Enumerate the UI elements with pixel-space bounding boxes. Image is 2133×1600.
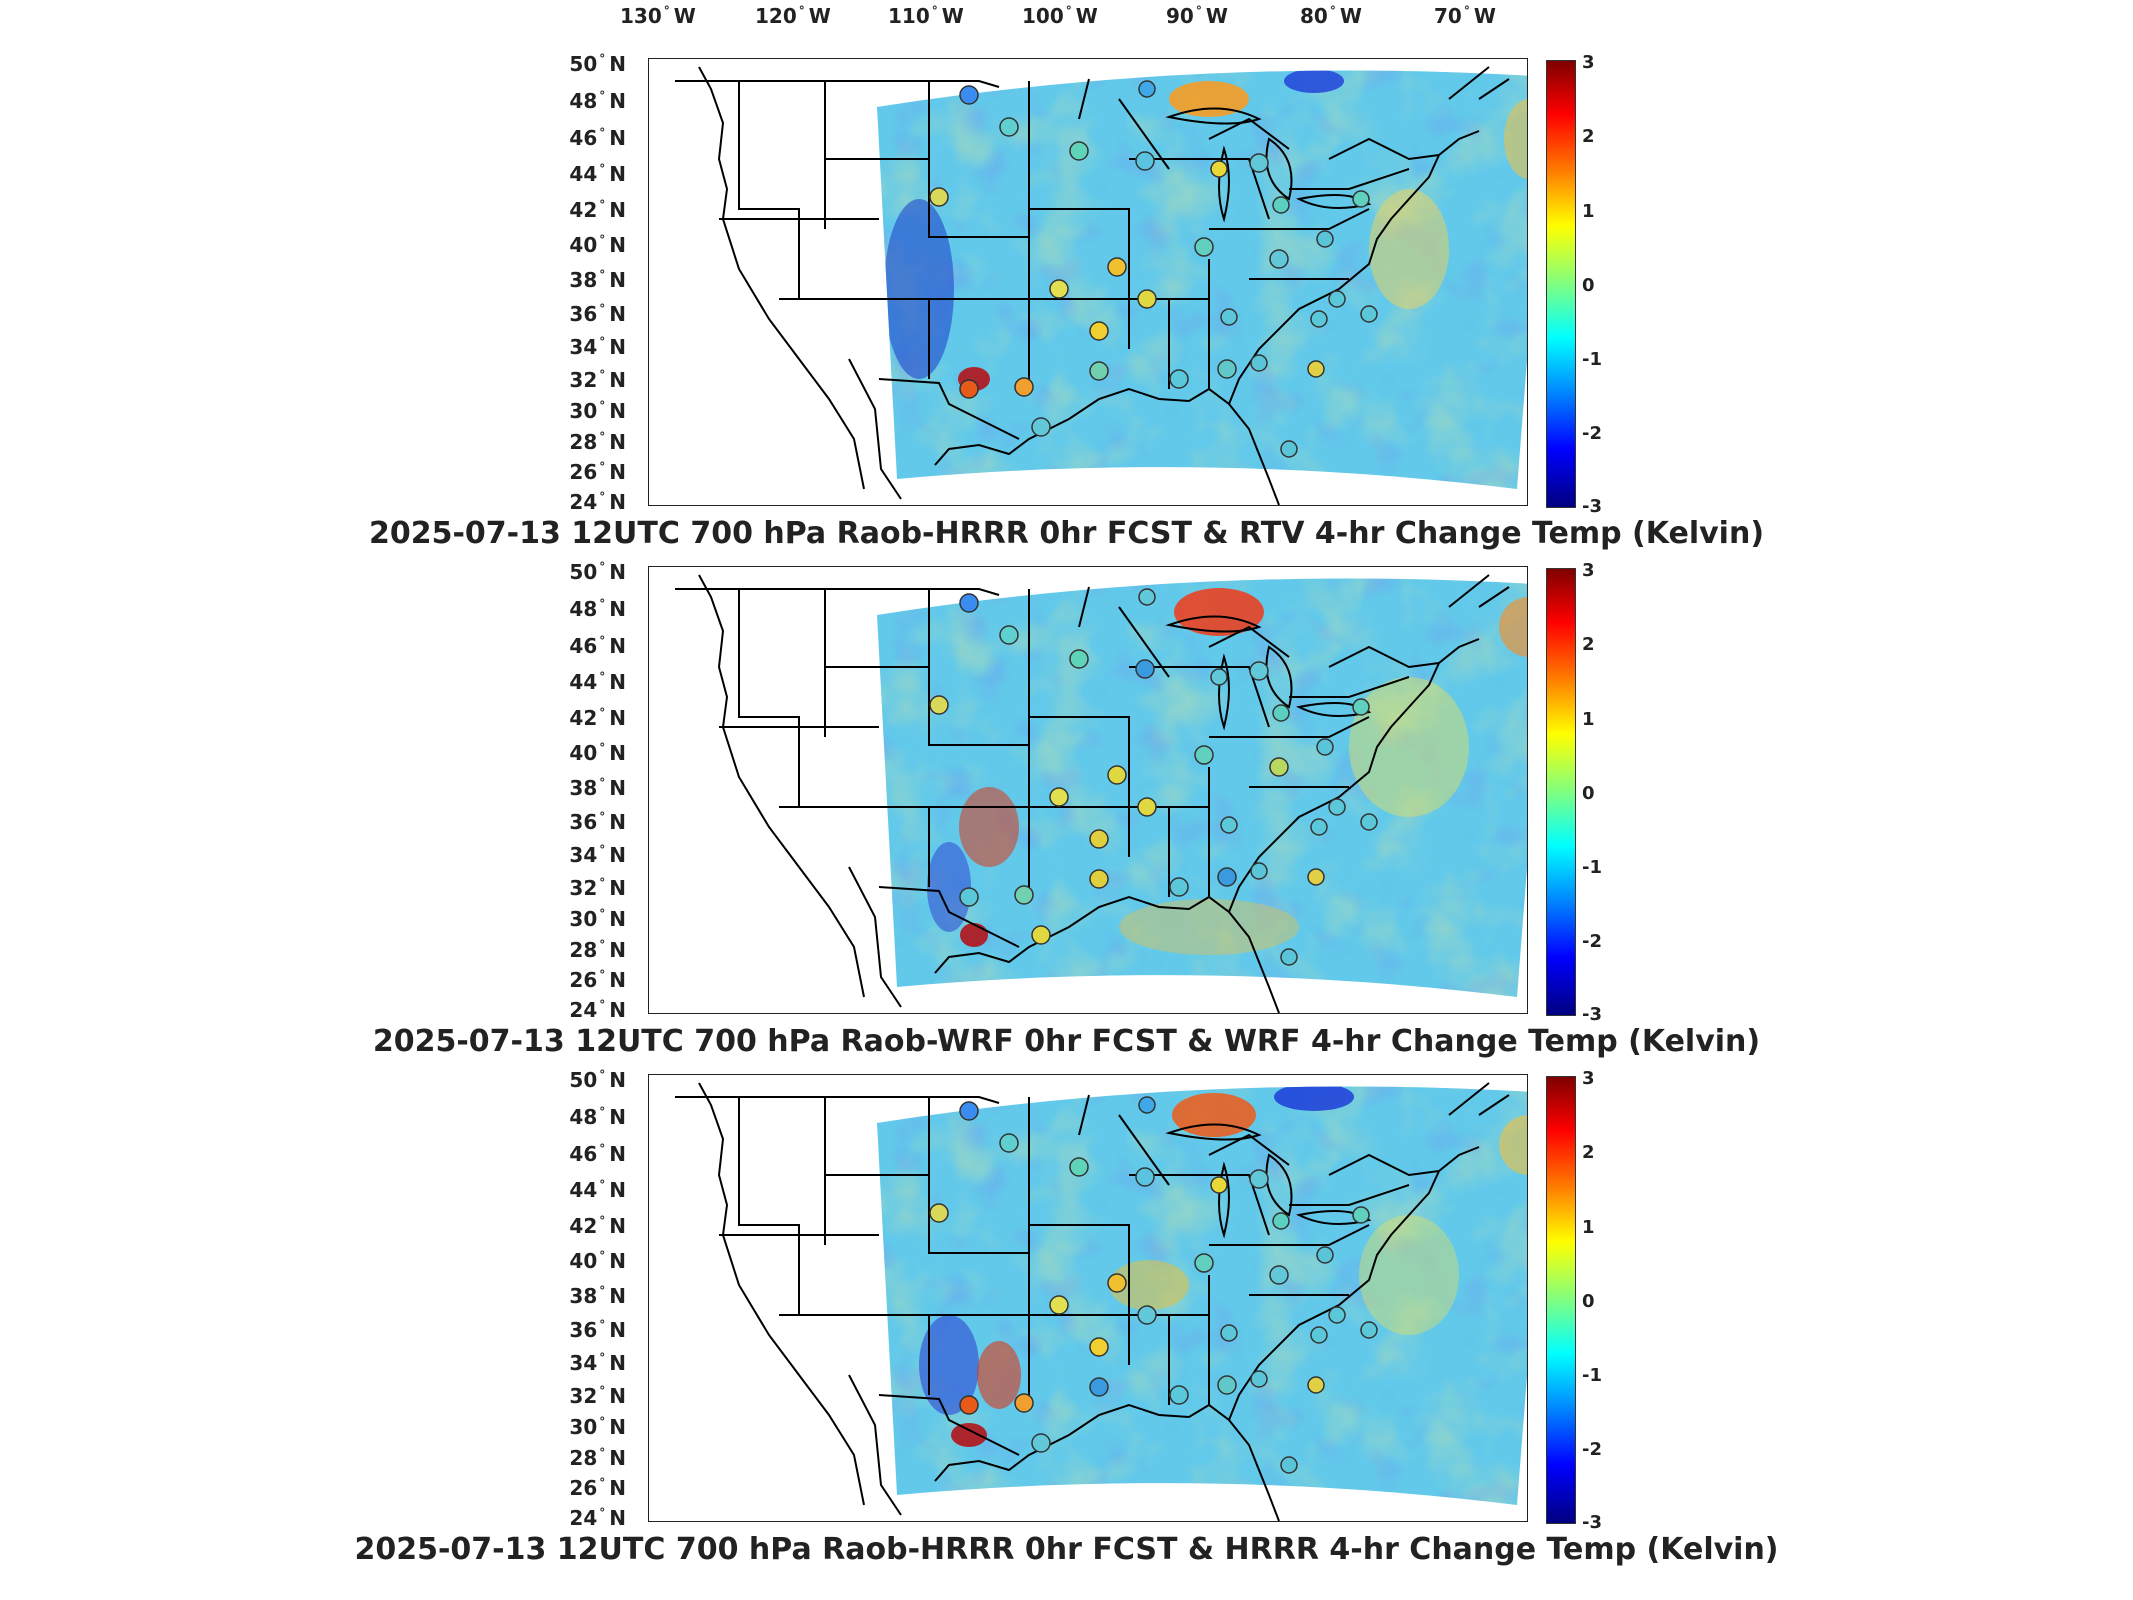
- lon-label: 130 ° W: [620, 4, 696, 28]
- map-panel-3: 50 ° N 48 ° N 46 ° N 44 ° N 42 ° N 40 ° N 38 ° N 36 ° N …: [0, 1068, 2133, 1574]
- lat-label: 38 ° N: [569, 1284, 626, 1308]
- lat-label: 34 ° N: [569, 1351, 626, 1375]
- lat-label: 50 ° N: [569, 52, 626, 76]
- colorbar-tick: -3: [1582, 1004, 1602, 1025]
- colorbar-tick: 1: [1582, 709, 1595, 730]
- lon-label: 110 ° W: [888, 4, 964, 28]
- colorbar-tick: 0: [1582, 783, 1595, 804]
- colorbar: [1546, 60, 1576, 508]
- colorbar: [1546, 568, 1576, 1016]
- colorbar-tick: 3: [1582, 52, 1595, 73]
- lon-label: 120 ° W: [755, 4, 831, 28]
- lat-label: 42 ° N: [569, 1214, 626, 1238]
- colorbar-tick: -2: [1582, 1439, 1602, 1460]
- colorbar-tick: 2: [1582, 126, 1595, 147]
- colorbar-tick: 1: [1582, 201, 1595, 222]
- colorbar-tick: 0: [1582, 275, 1595, 296]
- lat-label: 28 ° N: [569, 430, 626, 454]
- lat-label: 38 ° N: [569, 776, 626, 800]
- lat-label: 32 ° N: [569, 368, 626, 392]
- lat-label: 50 ° N: [569, 560, 626, 584]
- lat-label: 28 ° N: [569, 1446, 626, 1470]
- colorbar-tick: -1: [1582, 1365, 1602, 1386]
- lat-label: 24 ° N: [569, 490, 626, 514]
- panel-caption: 2025-07-13 12UTC 700 hPa Raob-HRRR 0hr F…: [368, 516, 1765, 551]
- colorbar-tick: -2: [1582, 931, 1602, 952]
- lat-label: 26 ° N: [569, 968, 626, 992]
- colorbar-tick: 1: [1582, 1217, 1595, 1238]
- lat-label: 44 ° N: [569, 670, 626, 694]
- lat-label: 26 ° N: [569, 1476, 626, 1500]
- colorbar-tick: 3: [1582, 560, 1595, 581]
- lat-label: 30 ° N: [569, 1415, 626, 1439]
- map-panel-1: 50 ° N 48 ° N 46 ° N 44 ° N 42 ° N 40 ° N 38 ° N 36 ° N …: [0, 52, 2133, 558]
- colorbar-tick: 2: [1582, 1142, 1595, 1163]
- lat-label: 42 ° N: [569, 198, 626, 222]
- lat-label: 28 ° N: [569, 938, 626, 962]
- lat-label: 48 ° N: [569, 597, 626, 621]
- colorbar: [1546, 1076, 1576, 1524]
- lat-label: 50 ° N: [569, 1068, 626, 1092]
- colorbar-tick: -3: [1582, 1512, 1602, 1533]
- panel-caption: 2025-07-13 12UTC 700 hPa Raob-WRF 0hr FC…: [372, 1024, 1761, 1059]
- lat-label: 42 ° N: [569, 706, 626, 730]
- lat-label: 32 ° N: [569, 1384, 626, 1408]
- lat-label: 46 ° N: [569, 634, 626, 658]
- lat-label: 46 ° N: [569, 126, 626, 150]
- colorbar-tick: -3: [1582, 496, 1602, 517]
- lat-label: 38 ° N: [569, 268, 626, 292]
- colorbar-tick: 2: [1582, 634, 1595, 655]
- lat-label: 30 ° N: [569, 399, 626, 423]
- lat-label: 46 ° N: [569, 1142, 626, 1166]
- lon-label: 90 ° W: [1166, 4, 1228, 28]
- colorbar-tick: 3: [1582, 1068, 1595, 1089]
- colorbar-tick: -1: [1582, 349, 1602, 370]
- lon-label: 80 ° W: [1300, 4, 1362, 28]
- lat-label: 48 ° N: [569, 1105, 626, 1129]
- lon-label: 70 ° W: [1434, 4, 1496, 28]
- lat-label: 24 ° N: [569, 998, 626, 1022]
- lon-label: 100 ° W: [1022, 4, 1098, 28]
- lat-label: 40 ° N: [569, 741, 626, 765]
- lat-label: 40 ° N: [569, 1249, 626, 1273]
- lat-label: 34 ° N: [569, 335, 626, 359]
- map-frame: [648, 1074, 1528, 1522]
- map-frame: [648, 58, 1528, 506]
- lat-label: 36 ° N: [569, 810, 626, 834]
- lat-label: 32 ° N: [569, 876, 626, 900]
- map-panel-2: 50 ° N 48 ° N 46 ° N 44 ° N 42 ° N 40 ° N 38 ° N 36 ° N …: [0, 560, 2133, 1066]
- lat-label: 34 ° N: [569, 843, 626, 867]
- lat-label: 36 ° N: [569, 302, 626, 326]
- colorbar-tick: -2: [1582, 423, 1602, 444]
- lat-label: 24 ° N: [569, 1506, 626, 1530]
- lat-label: 30 ° N: [569, 907, 626, 931]
- lat-label: 40 ° N: [569, 233, 626, 257]
- colorbar-tick: -1: [1582, 857, 1602, 878]
- colorbar-tick: 0: [1582, 1291, 1595, 1312]
- map-frame: [648, 566, 1528, 1014]
- lat-label: 48 ° N: [569, 89, 626, 113]
- lat-label: 44 ° N: [569, 1178, 626, 1202]
- lat-label: 26 ° N: [569, 460, 626, 484]
- lat-label: 36 ° N: [569, 1318, 626, 1342]
- panel-caption: 2025-07-13 12UTC 700 hPa Raob-HRRR 0hr F…: [354, 1532, 1779, 1567]
- lat-label: 44 ° N: [569, 162, 626, 186]
